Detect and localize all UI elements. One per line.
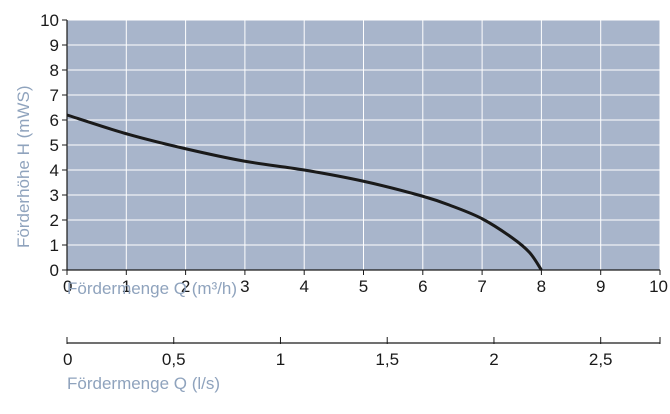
secondary-axis-title: Fördermenge Q (l/s) [67, 374, 220, 393]
y-tick-label: 7 [50, 86, 59, 105]
x-tick-label: 5 [359, 277, 368, 296]
x-tick-label: 8 [537, 277, 546, 296]
x-tick-label: 3 [240, 277, 249, 296]
y-tick-labels: 0 1 2 3 4 5 6 7 8 9 10 [40, 11, 67, 280]
y-tick-label: 3 [50, 186, 59, 205]
x-tick-label: 2 [181, 277, 190, 296]
y-tick-label: 9 [50, 36, 59, 55]
y-axis-title: Förderhöhe H (mWS) [14, 86, 33, 248]
x-tick-label: 10 [649, 277, 668, 296]
secondary-tick-label: 1,5 [375, 350, 399, 369]
secondary-tick-labels: 0 0,5 1 1,5 2 2,5 [63, 337, 661, 369]
y-tick-label: 5 [50, 136, 59, 155]
grid [67, 19, 661, 270]
y-tick-label: 4 [50, 161, 59, 180]
x-axis-title: Fördermenge Q (m³/h) [67, 279, 237, 298]
x-tick-label: 4 [299, 277, 308, 296]
x-tick-label: 1 [122, 277, 131, 296]
y-tick-label: 10 [40, 11, 59, 30]
y-tick-label: 6 [50, 111, 59, 130]
y-tick-label: 2 [50, 211, 59, 230]
x-tick-label: 7 [477, 277, 486, 296]
y-tick-label: 1 [50, 236, 59, 255]
x-tick-label: 0 [63, 277, 72, 296]
y-tick-label: 8 [50, 61, 59, 80]
x-tick-labels: 0 1 2 3 4 5 6 7 8 9 10 [63, 270, 668, 296]
x-tick-label: 6 [418, 277, 427, 296]
secondary-tick-label: 0,5 [162, 350, 186, 369]
x-tick-label: 9 [596, 277, 605, 296]
secondary-tick-label: 2,5 [589, 350, 613, 369]
pump-curve-line [66, 113, 543, 271]
secondary-tick-label: 0 [63, 350, 72, 369]
y-tick-label: 0 [50, 261, 59, 280]
secondary-tick-label: 2 [489, 350, 498, 369]
secondary-tick-label: 1 [276, 350, 285, 369]
